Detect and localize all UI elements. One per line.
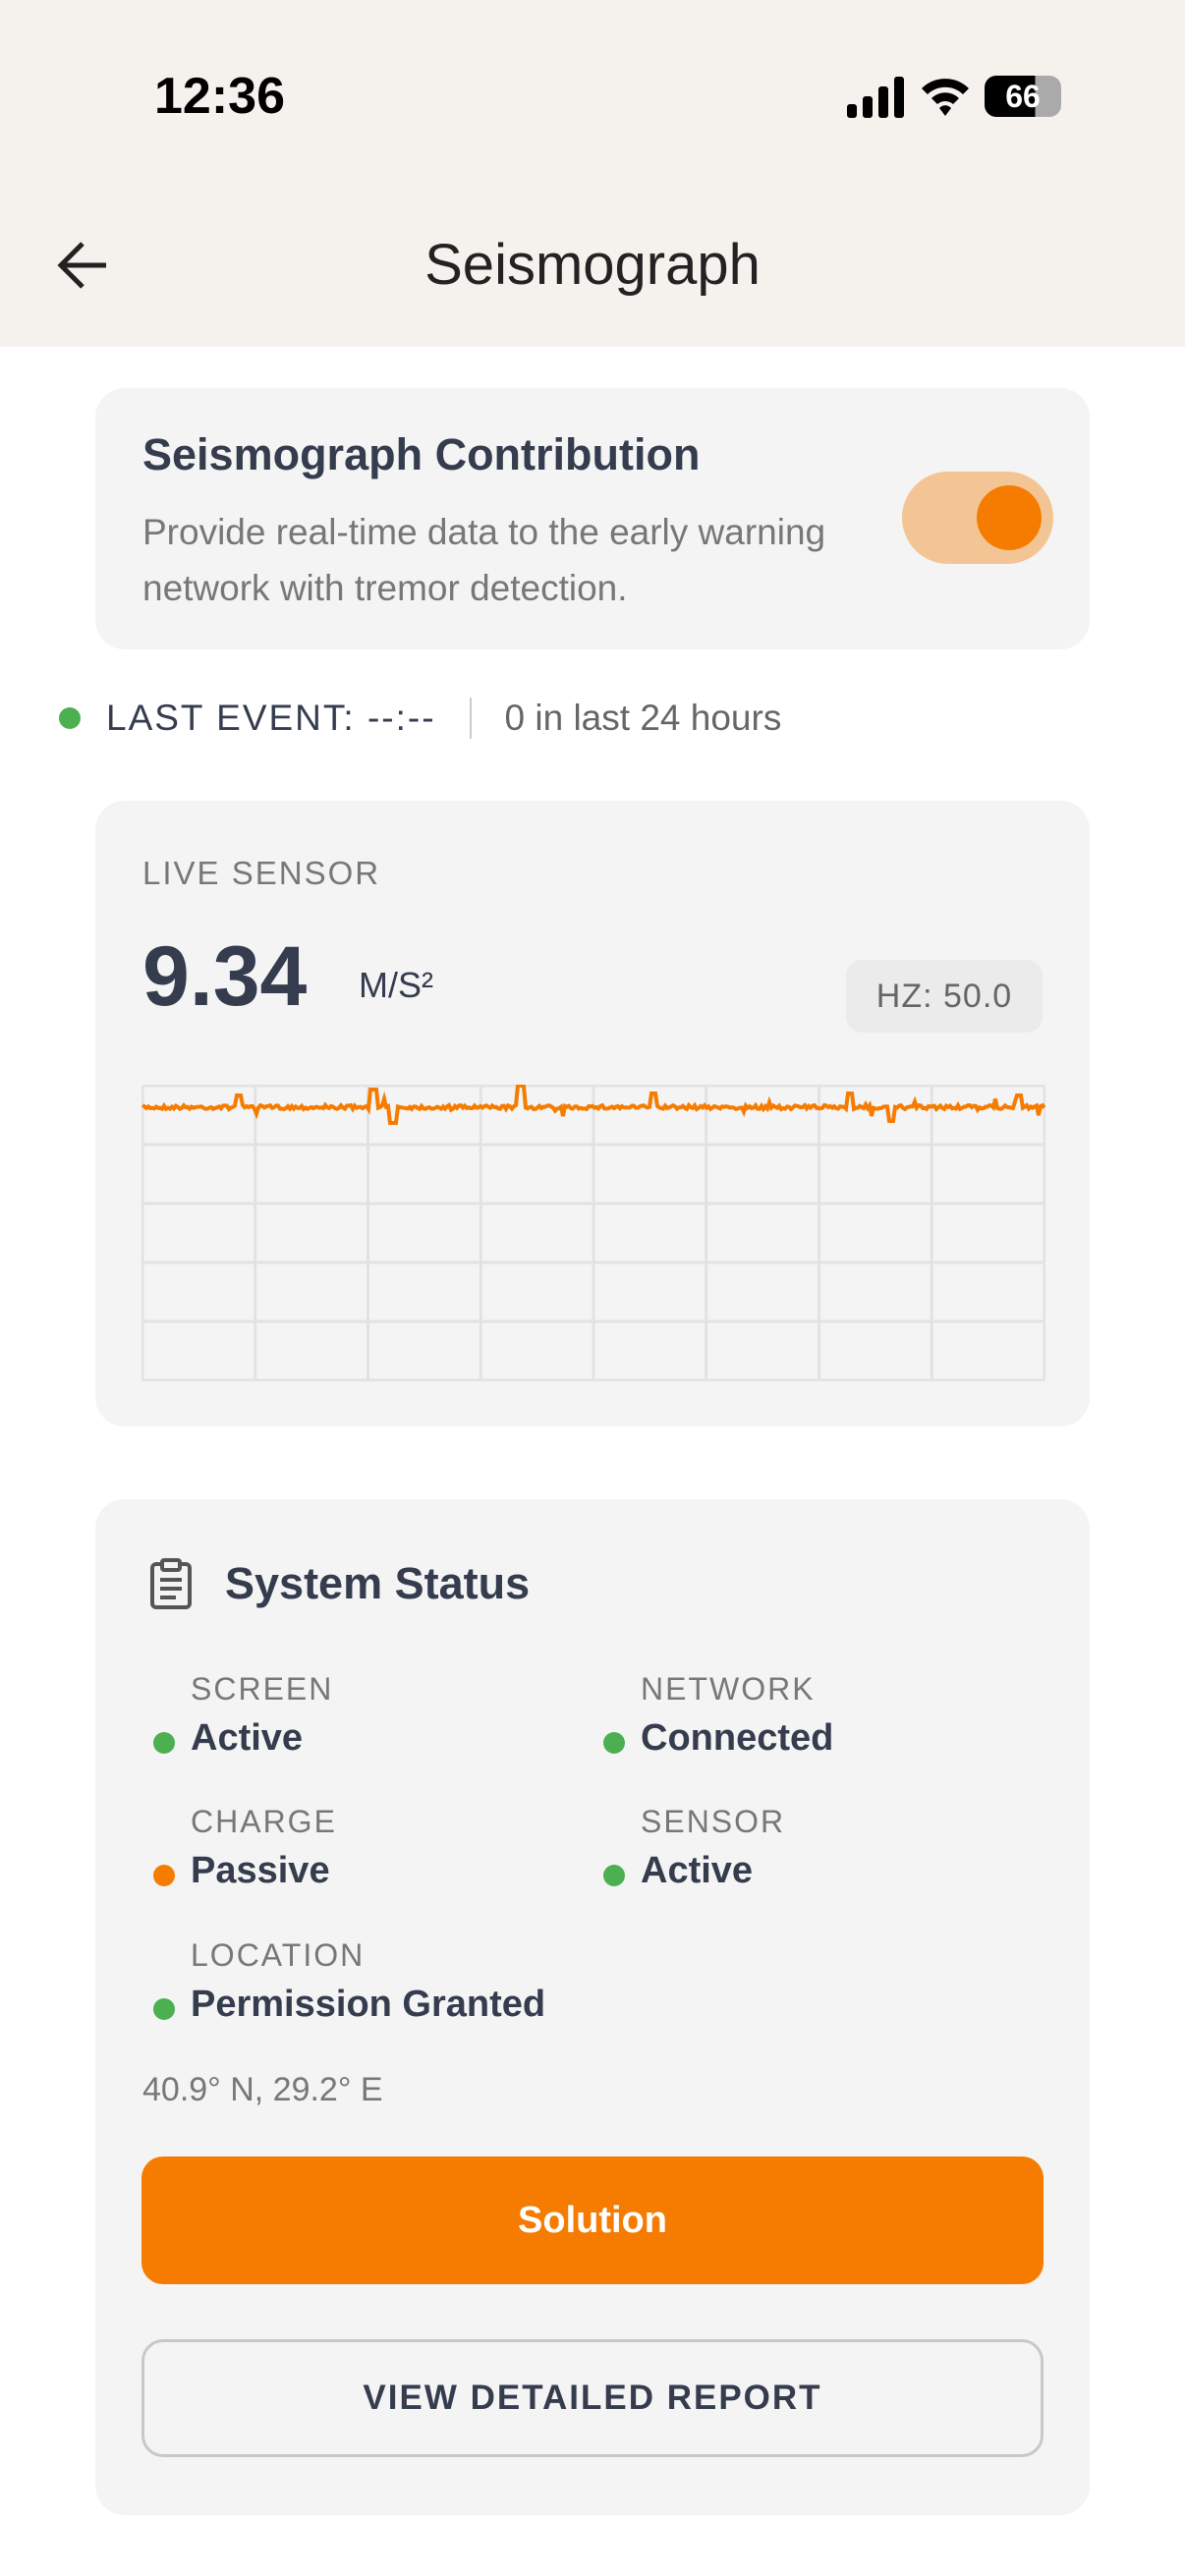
event-status-dot [59, 707, 81, 729]
system-status-title: System Status [225, 1558, 531, 1608]
status-dot [153, 1732, 175, 1754]
last-event-label: LAST EVENT: --:-- [106, 698, 436, 738]
sensor-unit: M/S² [359, 965, 433, 1005]
back-arrow-icon[interactable] [57, 236, 112, 295]
waveform-trace [141, 1085, 1045, 1125]
status-label: SENSOR [641, 1804, 786, 1839]
location-coordinates: 40.9° N, 29.2° E [142, 2071, 383, 2108]
contribution-title: Seismograph Contribution [142, 429, 701, 479]
status-label: CHARGE [191, 1804, 337, 1839]
waveform-chart [141, 1085, 1045, 1381]
status-label: NETWORK [641, 1671, 816, 1707]
status-label: SCREEN [191, 1671, 334, 1707]
status-label: LOCATION [191, 1937, 366, 1973]
last-event-row: LAST EVENT: --:-- 0 in last 24 hours [59, 698, 781, 739]
battery-icon: 66 [985, 76, 1061, 117]
status-item-location: LOCATION Permission Granted [153, 1937, 546, 2026]
event-count: 0 in last 24 hours [504, 698, 782, 738]
status-value: Permission Granted [191, 1984, 546, 2025]
sample-rate-badge: HZ: 50.0 [846, 960, 1043, 1033]
status-item-sensor: SENSOR Active [603, 1804, 786, 1892]
status-dot [153, 1998, 175, 2020]
signal-icon [847, 77, 904, 118]
solution-button[interactable]: Solution [141, 2156, 1044, 2284]
system-status-card: System Status SCREEN Active NETWORK Connect… [95, 1499, 1090, 2515]
contribution-description: Provide real-time data to the early warn… [142, 512, 826, 608]
status-dot [603, 1732, 625, 1754]
status-item-charge: CHARGE Passive [153, 1804, 337, 1892]
status-value: Active [191, 1717, 304, 1759]
status-value: Passive [191, 1850, 330, 1891]
status-item-network: NETWORK Connected [603, 1671, 834, 1760]
live-sensor-card: LIVE SENSOR 9.34 M/S² HZ: 50.0 [95, 801, 1090, 1427]
divider [469, 698, 472, 739]
status-dot [153, 1865, 175, 1886]
status-value: Active [641, 1850, 754, 1891]
view-report-button[interactable]: VIEW DETAILED REPORT [141, 2339, 1044, 2457]
toggle-knob [977, 485, 1042, 550]
wifi-icon [922, 79, 969, 116]
status-time: 12:36 [154, 68, 285, 125]
page-title: Seismograph [424, 233, 761, 297]
sensor-value: 9.34 [142, 929, 308, 1024]
status-dot [603, 1865, 625, 1886]
status-item-screen: SCREEN Active [153, 1671, 334, 1760]
contribution-card: Seismograph Contribution Provide real-ti… [95, 388, 1090, 649]
status-icons: 66 [847, 75, 1061, 118]
top-bar [0, 0, 1185, 347]
status-value: Connected [641, 1717, 834, 1759]
clipboard-icon [150, 1558, 192, 1609]
live-sensor-label: LIVE SENSOR [142, 855, 381, 891]
contribution-toggle[interactable] [902, 472, 1053, 564]
